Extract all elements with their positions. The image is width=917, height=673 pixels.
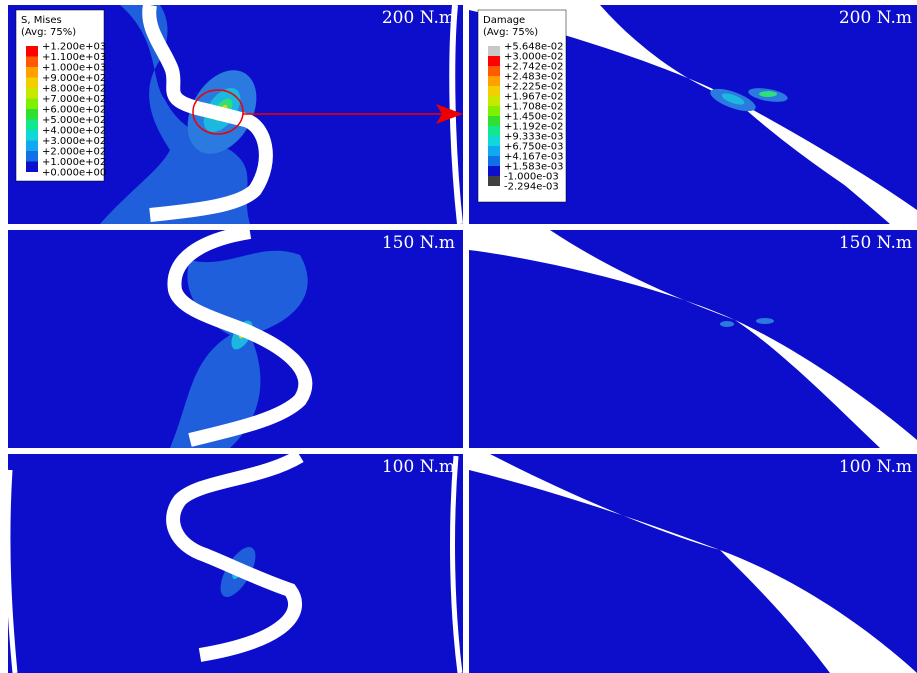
legend-swatch [488, 116, 500, 126]
legend-entry: +3.000e+02 [42, 136, 106, 147]
panel [469, 230, 917, 448]
legend-swatch [26, 151, 38, 162]
legend-swatch [488, 176, 500, 186]
legend-swatch [488, 76, 500, 86]
legend-entry: +9.000e+02 [42, 73, 106, 84]
panel-label: 100 N.m [382, 457, 455, 477]
panel [8, 454, 463, 673]
legend-swatch [26, 78, 38, 89]
legend-swatch [26, 88, 38, 99]
legend-subtitle: (Avg: 75%) [483, 27, 538, 38]
legend-swatch [26, 57, 38, 68]
legend-subtitle: (Avg: 75%) [21, 27, 76, 38]
legend-swatch [488, 56, 500, 66]
figure: 200 N.m 200 N.m 150 N.m 150 N.m 100 N.m 100 N… [0, 0, 917, 673]
legend-swatch [26, 162, 38, 173]
legend-swatch [488, 156, 500, 166]
legend-swatch [488, 66, 500, 76]
legend-swatch [26, 109, 38, 120]
legend-entry: +0.000e+00 [42, 168, 106, 179]
legend-swatch [488, 96, 500, 106]
legend-swatch [488, 46, 500, 56]
legend-swatch [488, 166, 500, 176]
legend-swatch [26, 130, 38, 141]
legend-entry: +1.000e+03 [42, 63, 106, 74]
legend-title: Damage [483, 15, 525, 26]
legend-swatch [488, 126, 500, 136]
legend-swatch [26, 141, 38, 152]
legend-swatch [26, 99, 38, 110]
legend-swatch [488, 136, 500, 146]
legend-swatch [26, 67, 38, 78]
panel-label: 200 N.m [839, 8, 912, 28]
panel [8, 230, 463, 448]
legend-swatch [488, 86, 500, 96]
legend-entry: +1.200e+03 [42, 42, 106, 53]
panel-label: 100 N.m [839, 457, 912, 477]
legend: Damage(Avg: 75%)+5.648e-02+3.000e-02+2.7… [478, 10, 566, 202]
legend-title: S, Mises [21, 15, 62, 26]
legend-entry: +6.000e+02 [42, 105, 106, 116]
legend-entry: +1.000e+02 [42, 157, 106, 168]
legend-swatch [488, 146, 500, 156]
legend-entry: +2.000e+02 [42, 147, 106, 158]
legend-entry: +5.000e+02 [42, 115, 106, 126]
legend-entry: +7.000e+02 [42, 94, 106, 105]
panel [469, 454, 917, 673]
legend-entry: -2.294e-03 [504, 182, 559, 193]
panel-label: 200 N.m [382, 8, 455, 28]
panel-label: 150 N.m [839, 233, 912, 253]
legend-entry: +8.000e+02 [42, 84, 106, 95]
legend-entry: +4.000e+02 [42, 126, 106, 137]
legend: S, Mises(Avg: 75%)+1.200e+03+1.100e+03+1… [16, 10, 106, 181]
legend-entry: +1.100e+03 [42, 52, 106, 63]
legend-swatch [26, 120, 38, 131]
legend-swatch [488, 106, 500, 116]
panel-label: 150 N.m [382, 233, 455, 253]
legend-swatch [26, 46, 38, 57]
